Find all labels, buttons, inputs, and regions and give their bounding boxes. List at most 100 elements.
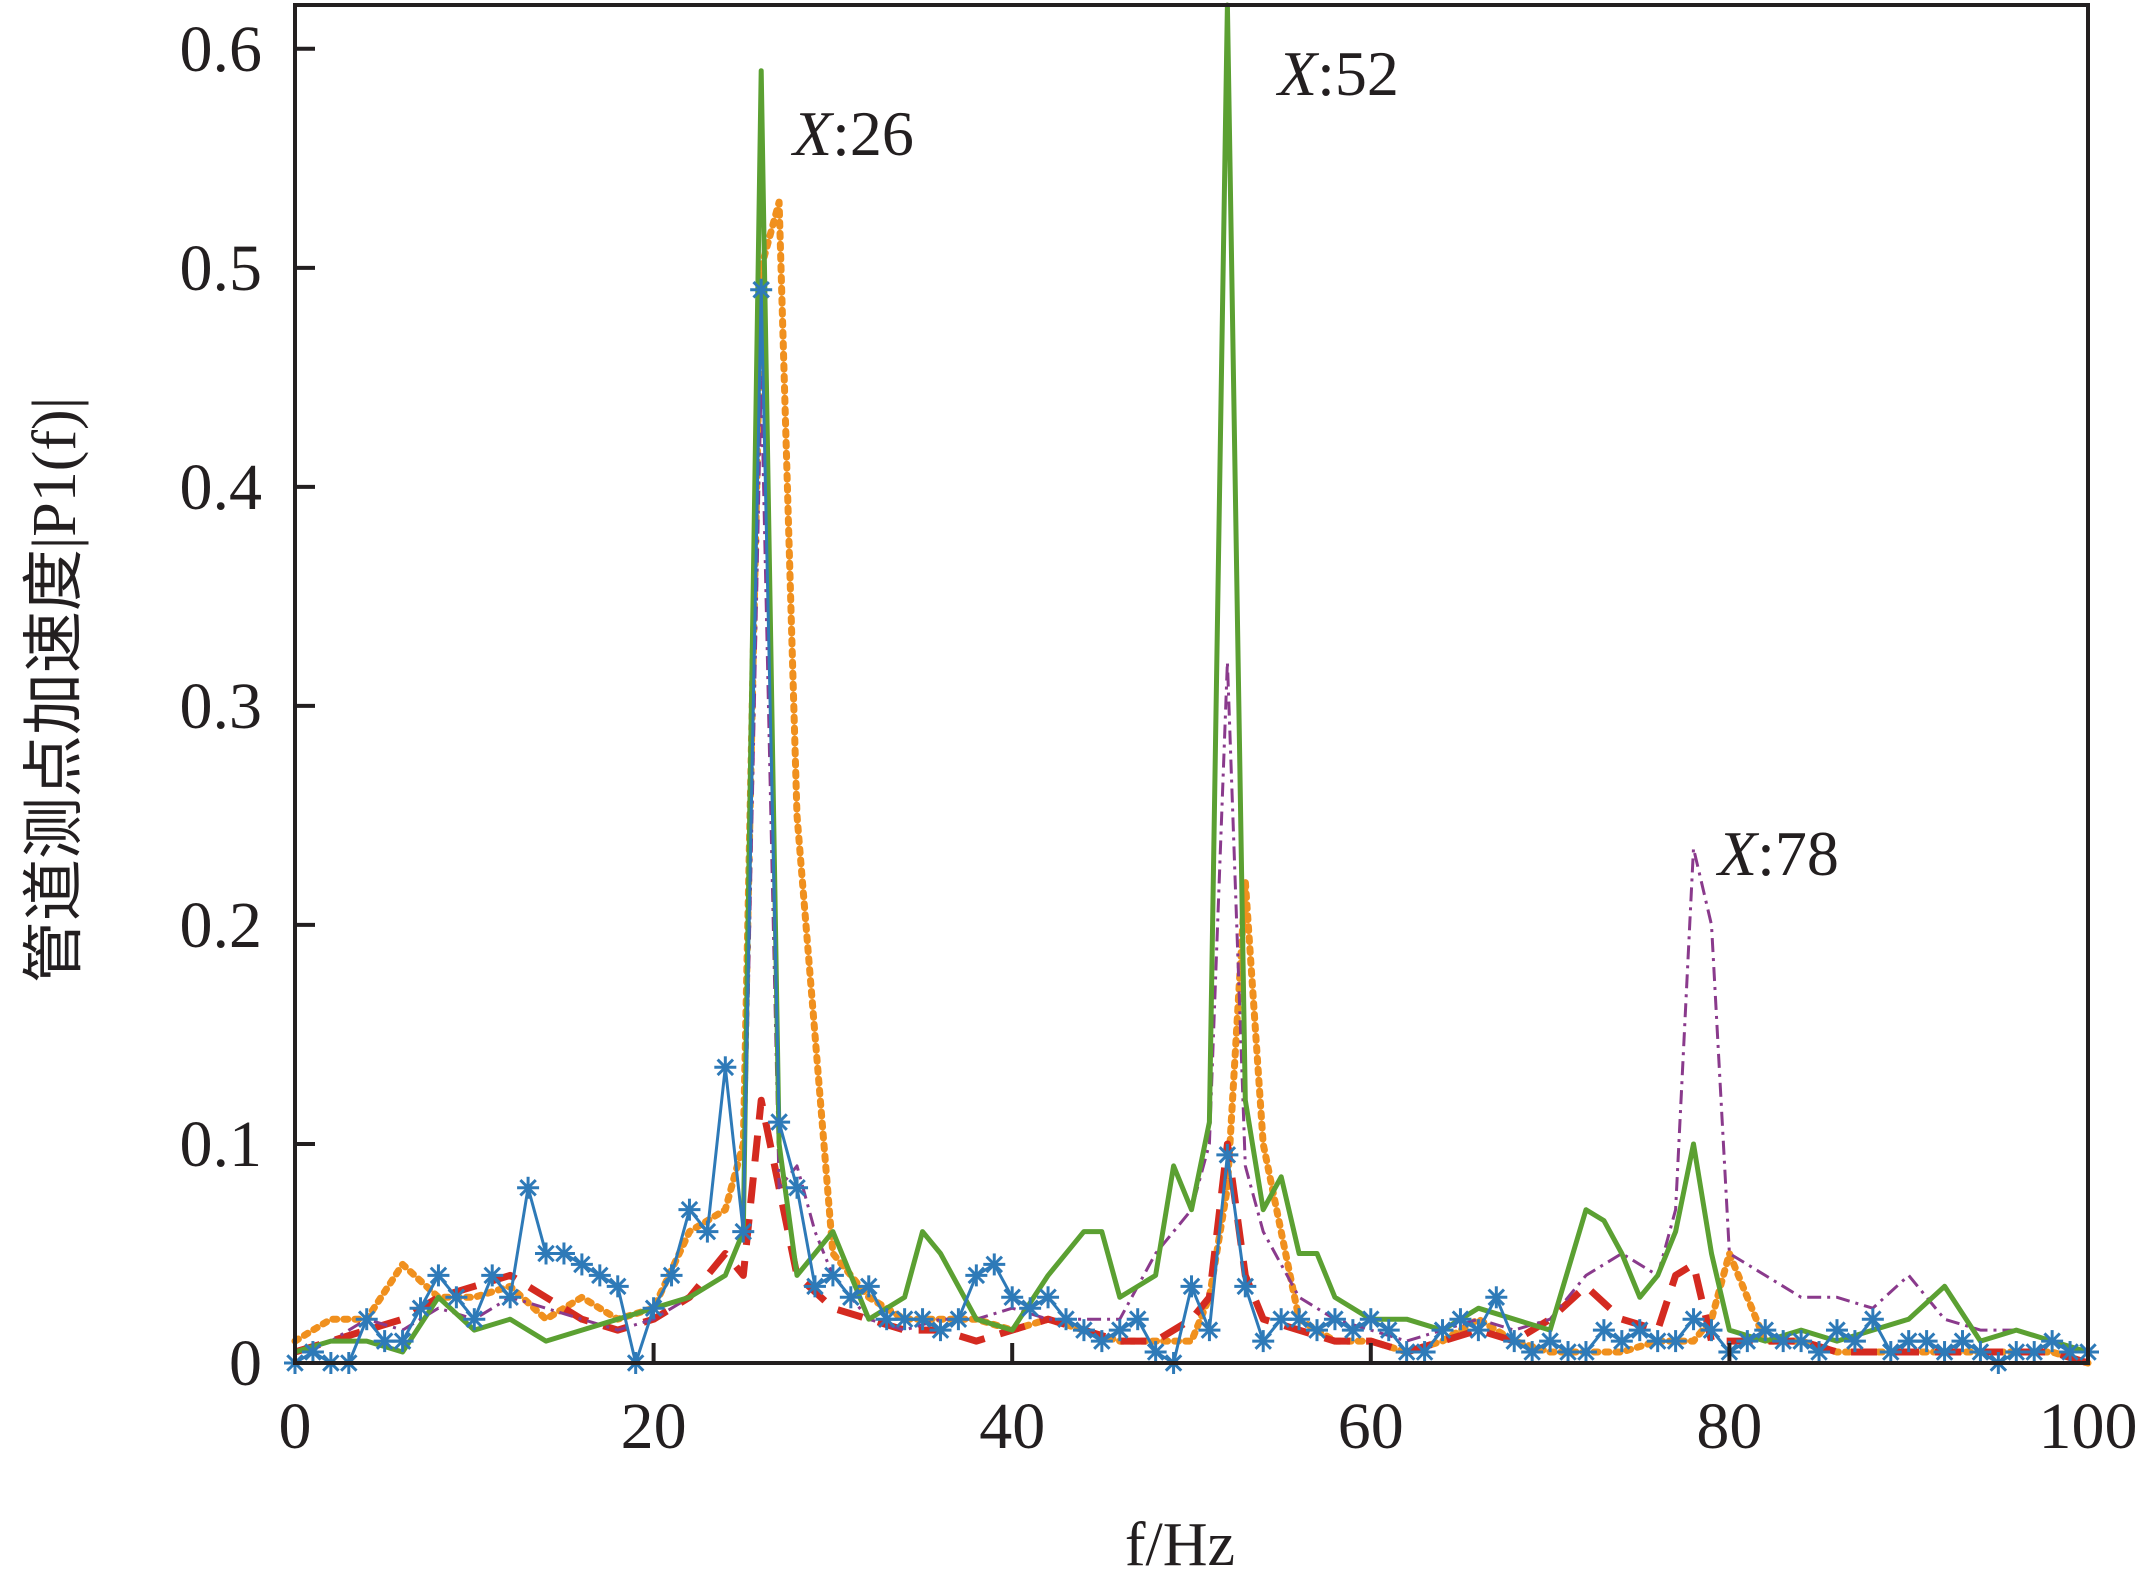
series-4-point — [1234, 1275, 1257, 1298]
series-4-point — [355, 1308, 378, 1331]
series-4-point — [1682, 1308, 1705, 1331]
series-4-point — [1736, 1330, 1759, 1353]
series-4-point — [1879, 1341, 1902, 1364]
series-4-point — [768, 1111, 791, 1134]
series-4-point — [732, 1220, 755, 1243]
y-tick-label: 0 — [229, 1327, 262, 1400]
series-4-point — [821, 1264, 844, 1287]
series-4-point — [660, 1264, 683, 1287]
series-4-point — [463, 1308, 486, 1331]
series-4-point — [714, 1056, 737, 1079]
series-4-point — [2041, 1330, 2064, 1353]
series-4-point — [678, 1198, 701, 1221]
series-4-point — [1449, 1308, 1472, 1331]
series-4-point — [1090, 1330, 1113, 1353]
series-4-point — [965, 1264, 988, 1287]
series-4-point — [642, 1297, 665, 1320]
series-4-point — [1969, 1341, 1992, 1364]
series-4-point — [1019, 1297, 1042, 1320]
series-4-point — [1306, 1319, 1329, 1342]
series-4-point — [1503, 1330, 1526, 1353]
series-4-point — [606, 1275, 629, 1298]
x-tick-label: 60 — [1338, 1390, 1404, 1463]
x-tick-label: 100 — [2039, 1390, 2138, 1463]
plot-frame — [293, 3, 2090, 1365]
series-0-line — [291, 198, 2092, 1367]
series-4-point — [1126, 1308, 1149, 1331]
series-4-point — [696, 1220, 719, 1243]
y-axis-title: 管道测点加速度|P1(f)| — [21, 397, 89, 983]
series-4-point — [1951, 1330, 1974, 1353]
series-4-point — [499, 1286, 522, 1309]
series-4-point — [1108, 1319, 1131, 1342]
series-4-point — [391, 1330, 414, 1353]
x-tick-label: 20 — [621, 1390, 687, 1463]
series-4-point — [1252, 1330, 1275, 1353]
series-4-point — [1288, 1308, 1311, 1331]
series-4-point — [570, 1253, 593, 1276]
series-4-point — [857, 1275, 880, 1298]
series-4-point — [1054, 1308, 1077, 1331]
series-4-point — [1198, 1319, 1221, 1342]
series-4-point — [1431, 1319, 1454, 1342]
y-tick-label: 0.5 — [180, 232, 263, 305]
series-4-point — [1180, 1275, 1203, 1298]
series-4-point — [2023, 1341, 2046, 1364]
series-4-point — [1610, 1330, 1633, 1353]
series-4-point — [1843, 1330, 1866, 1353]
series-4-point — [427, 1264, 450, 1287]
series-4-point — [1485, 1286, 1508, 1309]
ticks-layer — [293, 46, 2090, 1365]
x-tick-label: 0 — [279, 1390, 312, 1463]
series-4-point — [301, 1341, 324, 1364]
series-4-point — [1664, 1330, 1687, 1353]
series-4-point — [373, 1330, 396, 1353]
series-4-point — [552, 1242, 575, 1265]
series-4-point — [1592, 1319, 1615, 1342]
series-4-point — [1395, 1341, 1418, 1364]
series-4-point — [1897, 1330, 1920, 1353]
x-axis-title: f/Hz — [1125, 1511, 1235, 1579]
series-4-point — [445, 1286, 468, 1309]
series-4-point — [839, 1286, 862, 1309]
series-4-point — [929, 1319, 952, 1342]
series-3-line — [294, 2, 2089, 1355]
series-4-point — [1001, 1286, 1024, 1309]
series-4-point — [1790, 1330, 1813, 1353]
series-4-point — [1341, 1319, 1364, 1342]
series-4-point — [1072, 1319, 1095, 1342]
series-4-point — [517, 1176, 540, 1199]
series-4-point — [983, 1253, 1006, 1276]
series-4-point — [1574, 1341, 1597, 1364]
series-4-point — [1933, 1341, 1956, 1364]
series-4-point — [1521, 1341, 1544, 1364]
series-1-line — [293, 1096, 2090, 1367]
y-tick-label: 0.1 — [180, 1108, 263, 1181]
series-4-point — [1359, 1308, 1382, 1331]
series-4-point — [1754, 1319, 1777, 1342]
series-4-point — [1628, 1319, 1651, 1342]
y-tick-label: 0.2 — [180, 889, 263, 962]
series-4-point — [1808, 1341, 1831, 1364]
series-4-point — [1915, 1330, 1938, 1353]
series-4-point — [1323, 1308, 1346, 1331]
series-4-point — [947, 1308, 970, 1331]
series-2-line — [294, 375, 2089, 1354]
annotation-x78: X:78 — [1715, 818, 1839, 889]
series-layer — [284, 2, 2099, 1374]
series-4-point — [1144, 1341, 1167, 1364]
series-4-point — [1825, 1319, 1848, 1342]
y-tick-label: 0.4 — [180, 451, 263, 524]
series-4-point — [1413, 1341, 1436, 1364]
series-4-point — [803, 1275, 826, 1298]
y-tick-label: 0.6 — [180, 13, 263, 86]
x-tick-label: 80 — [1696, 1390, 1762, 1463]
series-4-point — [588, 1264, 611, 1287]
annotation-x52: X:52 — [1275, 38, 1399, 109]
series-4-point — [786, 1176, 809, 1199]
series-4-point — [750, 278, 773, 301]
series-4-point — [1467, 1319, 1490, 1342]
y-tick-label: 0.3 — [180, 670, 263, 743]
series-4-point — [1216, 1143, 1239, 1166]
